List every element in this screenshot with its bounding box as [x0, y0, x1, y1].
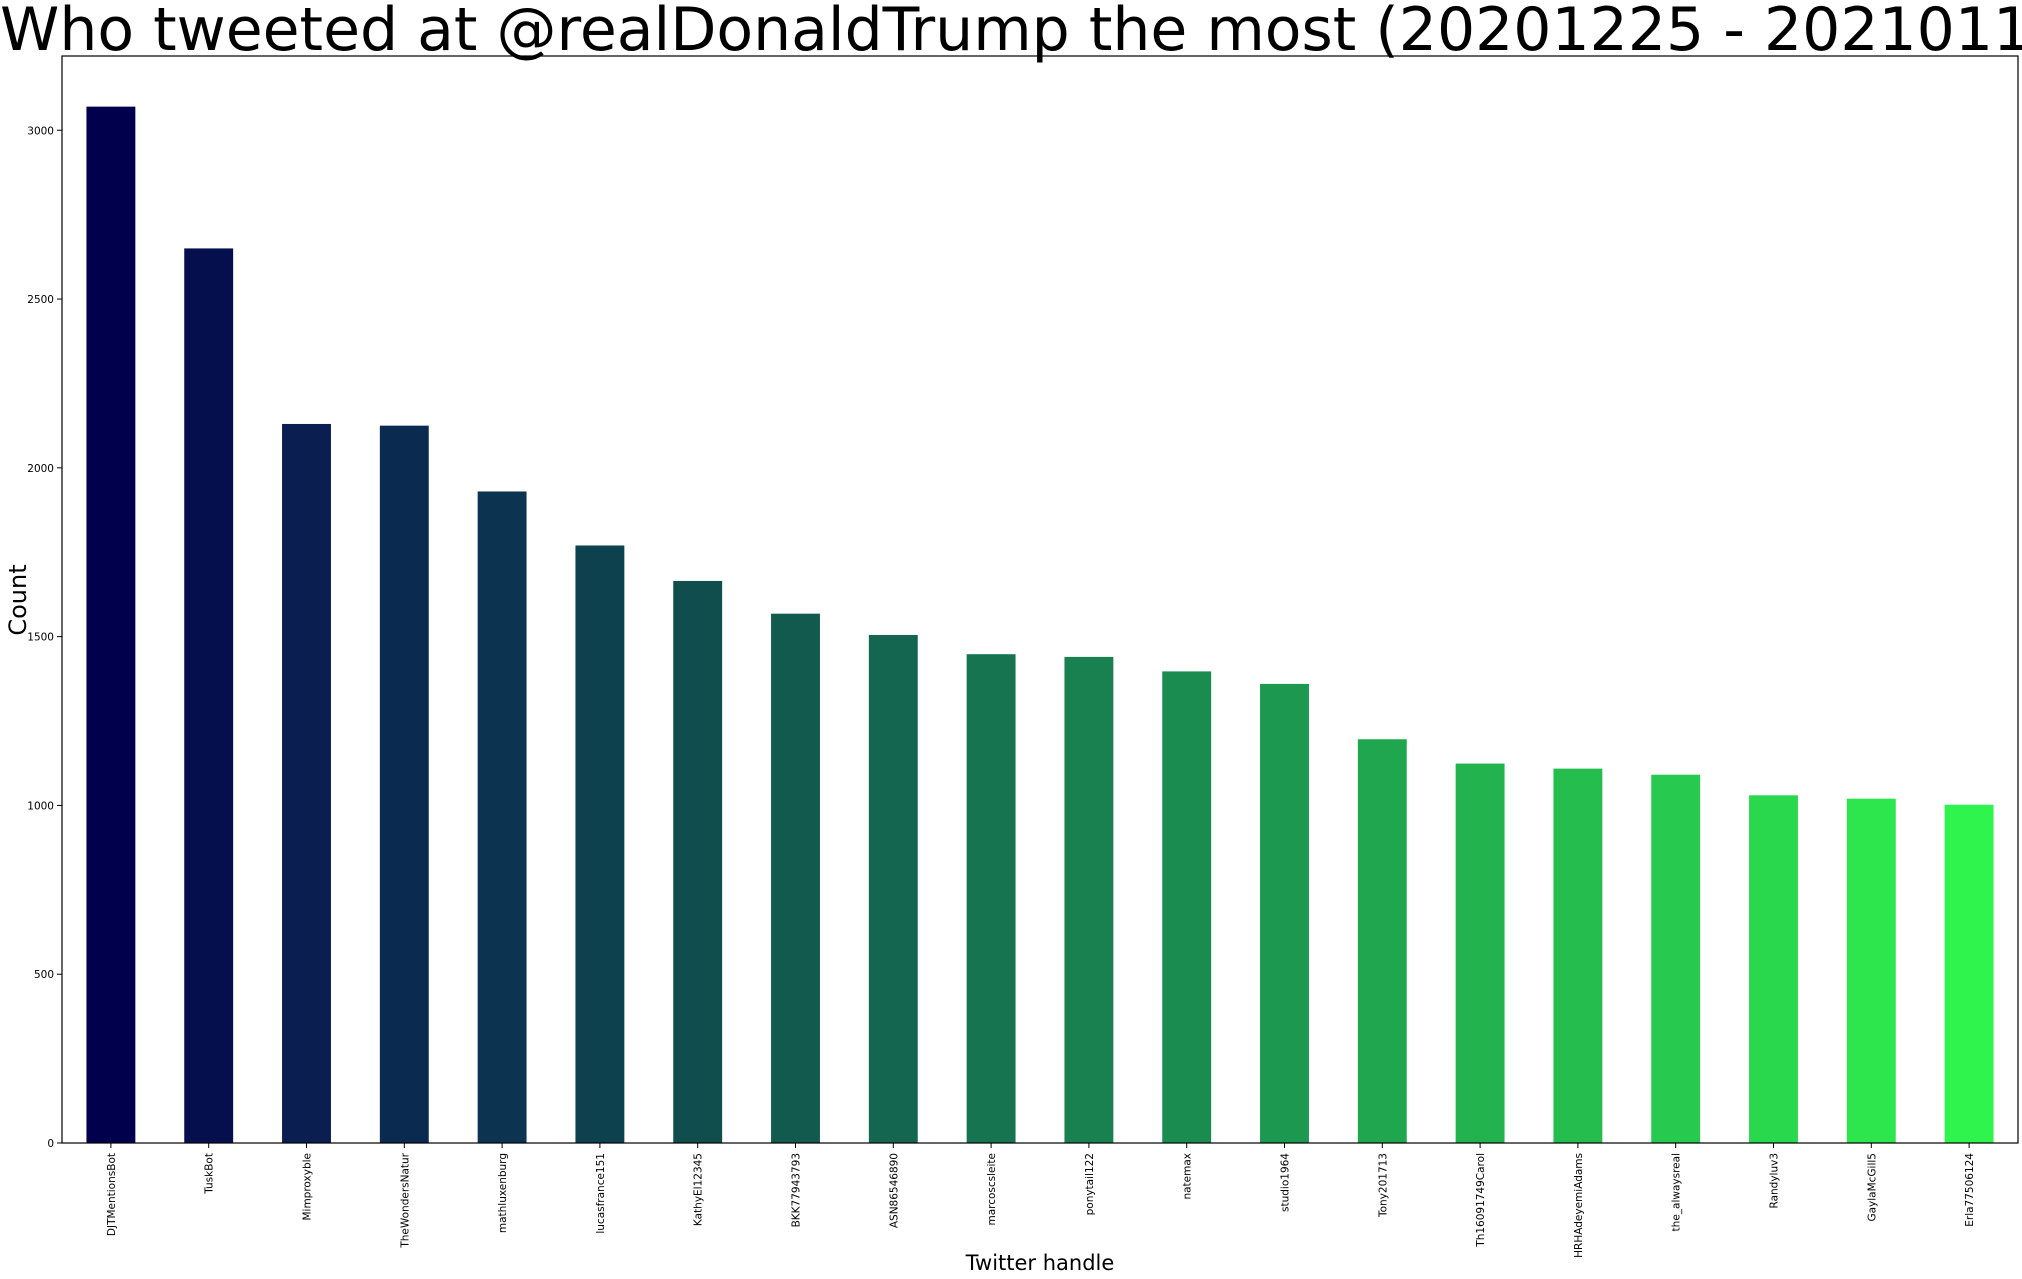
- y-tick-label: 1500: [27, 632, 54, 644]
- x-tick-label: Mimproxyble: [302, 1153, 314, 1221]
- y-tick-label: 2000: [27, 463, 54, 475]
- bar: [1553, 768, 1603, 1143]
- bar: [1357, 739, 1407, 1143]
- x-tick-label: ASN86546890: [888, 1153, 900, 1228]
- x-tick-label: natemax: [1182, 1153, 1194, 1200]
- bar: [1455, 763, 1505, 1143]
- bar: [1846, 798, 1896, 1143]
- bar: [868, 634, 918, 1143]
- x-tick-label: DJTMentionsBot: [106, 1153, 118, 1236]
- bar: [1651, 774, 1701, 1143]
- bar: [477, 491, 527, 1143]
- bar: [1064, 656, 1114, 1143]
- bar: [1260, 683, 1309, 1143]
- bar: [673, 580, 723, 1143]
- y-tick-label: 3000: [27, 125, 54, 137]
- x-tick-label: TheWondersNatur: [399, 1152, 411, 1248]
- y-tick-label: 500: [34, 969, 54, 981]
- y-tick-label: 1000: [27, 800, 54, 812]
- x-axis-label: Twitter handle: [965, 1251, 1115, 1275]
- bar: [379, 425, 429, 1143]
- x-tick-label: GaylaMcGill5: [1866, 1153, 1878, 1222]
- x-tick-label: KathyEl12345: [693, 1153, 705, 1226]
- x-tick-label: Erla77506124: [1964, 1153, 1976, 1227]
- bar: [966, 654, 1016, 1143]
- x-tick-label: Tony201713: [1377, 1153, 1389, 1218]
- chart-title: Who tweeted at @realDonaldTrump the most…: [0, 0, 2022, 65]
- x-tick-label: mathluxenburg: [497, 1153, 509, 1233]
- x-tick-label: ponytail122: [1084, 1153, 1096, 1215]
- y-tick-label: 2500: [27, 294, 54, 306]
- y-axis: 0 500 1000 1500 2000 2500 3000: [27, 125, 62, 1150]
- x-tick-label: the_alwaysreal: [1671, 1153, 1683, 1231]
- x-tick-label: lucasfrance151: [595, 1153, 607, 1234]
- y-tick-label: 0: [47, 1138, 54, 1150]
- bar: [86, 106, 136, 1144]
- bar: [771, 613, 820, 1143]
- y-axis-label: Count: [4, 564, 32, 635]
- x-tick-label: Randyluv3: [1769, 1153, 1781, 1209]
- x-tick-label: TuskBot: [204, 1153, 216, 1195]
- x-tick-label: marcoscsleite: [986, 1153, 998, 1226]
- x-tick-label: HRHAdeyemiAdams: [1573, 1153, 1585, 1258]
- bar: [1749, 795, 1798, 1143]
- bar: [575, 545, 625, 1143]
- x-tick-label: BKK77943793: [791, 1153, 803, 1227]
- x-axis: DJTMentionsBot TuskBot Mimproxyble TheWonde…: [106, 1143, 1976, 1258]
- bars-layer: [86, 106, 1994, 1144]
- bar: [184, 248, 234, 1143]
- bar: [282, 423, 331, 1144]
- bar: [1944, 804, 1994, 1143]
- plot-frame: [61, 55, 2019, 1144]
- x-tick-label: Th16091749Carol: [1475, 1153, 1487, 1248]
- x-tick-label: studio1964: [1280, 1153, 1292, 1212]
- bar: [1162, 671, 1212, 1143]
